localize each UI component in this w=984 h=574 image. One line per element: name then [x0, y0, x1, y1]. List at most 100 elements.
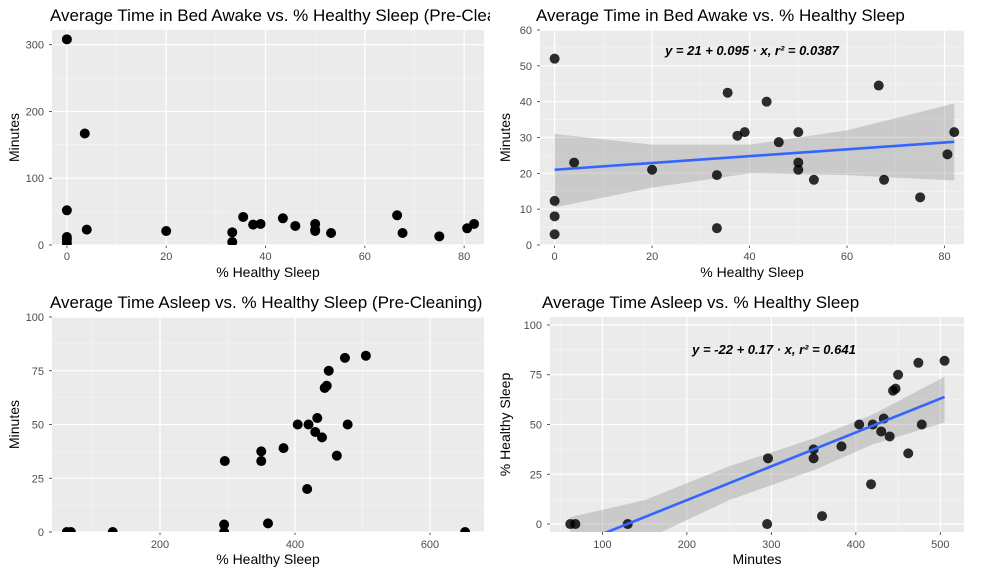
data-point — [326, 227, 337, 238]
y-tick-label: 50 — [520, 61, 532, 73]
y-tick-label: 30 — [520, 133, 532, 145]
data-point — [219, 519, 230, 530]
data-point — [303, 419, 314, 430]
data-point — [312, 413, 323, 424]
x-tick-label: 200 — [678, 539, 696, 551]
data-point — [549, 53, 560, 64]
data-point — [310, 427, 321, 438]
x-tick-label: 40 — [743, 251, 755, 263]
y-tick-label: 0 — [536, 519, 542, 531]
data-point — [793, 127, 804, 138]
data-point — [915, 192, 926, 203]
y-tick-label: 10 — [520, 204, 532, 216]
data-point — [219, 456, 230, 467]
x-axis-label: % Healthy Sleep — [216, 264, 320, 280]
x-tick-label: 500 — [931, 539, 949, 551]
data-point — [939, 355, 950, 366]
x-tick-label: 0 — [552, 251, 558, 263]
y-axis-label: % Healthy Sleep — [497, 373, 513, 477]
y-tick-label: 100 — [26, 173, 44, 185]
data-point — [342, 419, 353, 430]
data-point — [793, 164, 804, 175]
data-point — [310, 225, 321, 236]
plot-background — [52, 30, 484, 245]
data-point — [65, 527, 76, 532]
y-axis-label: Minutes — [6, 400, 22, 449]
data-point — [227, 227, 238, 238]
data-point — [817, 511, 828, 522]
data-point — [292, 419, 303, 430]
data-point — [942, 149, 953, 160]
y-tick-label: 0 — [38, 240, 44, 252]
data-point — [248, 219, 259, 230]
data-point — [761, 96, 772, 107]
y-axis-label: Minutes — [497, 113, 513, 162]
data-point — [793, 157, 804, 168]
data-point — [949, 127, 960, 138]
data-point — [876, 426, 887, 437]
data-point — [808, 453, 819, 464]
y-tick-label: 200 — [26, 106, 44, 118]
chart-title: Average Time in Bed Awake vs. % Healthy … — [50, 6, 534, 25]
chart-title: Average Time Asleep vs. % Healthy Sleep — [542, 293, 859, 312]
data-point — [711, 170, 722, 181]
chart-title: Average Time in Bed Awake vs. % Healthy … — [536, 6, 905, 25]
y-tick-label: 25 — [530, 469, 542, 481]
data-point — [549, 211, 560, 222]
data-point — [331, 450, 342, 461]
data-point — [739, 127, 750, 138]
y-tick-label: 25 — [32, 473, 44, 485]
data-point — [302, 484, 313, 494]
data-point — [392, 210, 403, 221]
data-point — [227, 236, 238, 245]
x-tick-label: 80 — [938, 251, 950, 263]
data-point — [836, 441, 847, 452]
data-point — [569, 157, 580, 168]
data-point — [339, 352, 350, 363]
data-point — [890, 383, 901, 394]
data-point — [469, 218, 480, 229]
data-point — [263, 518, 273, 529]
x-tick-label: 0 — [64, 251, 70, 263]
y-tick-label: 300 — [26, 40, 44, 52]
x-tick-label: 60 — [841, 251, 853, 263]
data-point — [107, 527, 118, 532]
x-tick-label: 20 — [646, 251, 658, 263]
confidence-band — [570, 376, 945, 532]
data-point — [903, 448, 914, 459]
x-tick-label: 200 — [151, 539, 169, 551]
data-point — [762, 519, 773, 530]
data-point — [884, 431, 895, 442]
y-tick-label: 0 — [38, 527, 44, 539]
data-point — [255, 218, 266, 229]
data-point — [79, 128, 90, 139]
data-point — [893, 369, 904, 380]
data-point — [61, 237, 72, 245]
data-point — [460, 527, 471, 532]
y-axis-label: Minutes — [6, 113, 22, 162]
data-point — [290, 220, 301, 231]
x-tick-label: 40 — [259, 251, 271, 263]
x-tick-label: 80 — [458, 251, 470, 263]
data-point — [256, 446, 267, 457]
chart-panel-3: 200 400 600 0 25 50 75 100 Average Time Asleep v… — [6, 293, 484, 567]
x-tick-label: 400 — [847, 539, 865, 551]
chart-panel-2: 0 20 40 60 80 0 10 20 30 40 50 60 y = 21 + 0.095 · x… — [497, 6, 964, 280]
x-tick-label: 400 — [286, 539, 304, 551]
y-tick-label: 60 — [520, 25, 532, 37]
y-tick-label: 50 — [530, 420, 542, 432]
data-point — [317, 432, 327, 443]
data-point — [549, 195, 560, 206]
data-point — [866, 479, 877, 490]
data-point — [873, 80, 884, 91]
data-point — [61, 34, 72, 45]
x-tick-label: 600 — [421, 539, 439, 551]
y-tick-label: 0 — [526, 240, 532, 252]
chart-title: Average Time Asleep vs. % Healthy Sleep … — [50, 293, 482, 312]
data-point — [570, 519, 581, 530]
data-point — [321, 380, 332, 391]
data-point — [434, 231, 445, 242]
data-point — [256, 456, 267, 467]
